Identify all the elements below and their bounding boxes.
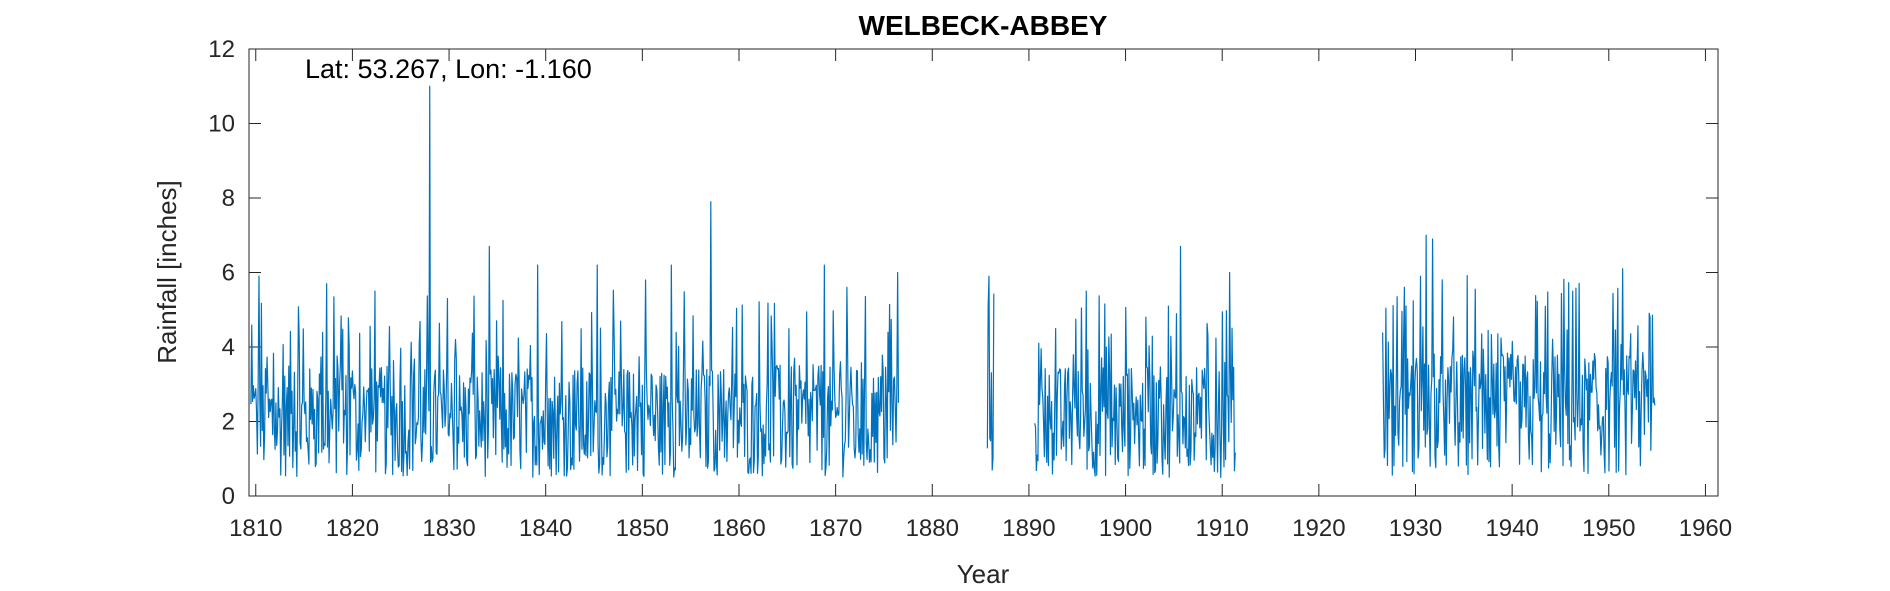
x-tick-label: 1910 bbox=[1196, 515, 1249, 542]
y-tick-label: 4 bbox=[222, 334, 235, 361]
x-tick-label: 1960 bbox=[1679, 515, 1732, 542]
x-tick-label: 1860 bbox=[712, 515, 765, 542]
y-tick-label: 0 bbox=[222, 483, 235, 510]
series-line-segment bbox=[1382, 234, 1656, 476]
y-tick-label: 10 bbox=[208, 111, 235, 138]
x-tick-label: 1850 bbox=[616, 515, 669, 542]
x-tick-label: 1810 bbox=[229, 515, 282, 542]
y-tick-label: 12 bbox=[208, 36, 235, 63]
x-tick-label: 1820 bbox=[326, 515, 379, 542]
x-tick-label: 1950 bbox=[1582, 515, 1635, 542]
x-tick-label: 1890 bbox=[1002, 515, 1055, 542]
chart-title: WELBECK-ABBEY bbox=[859, 10, 1108, 41]
x-tick-label: 1920 bbox=[1292, 515, 1345, 542]
x-tick-label: 1830 bbox=[422, 515, 475, 542]
x-tick-label: 1840 bbox=[519, 515, 572, 542]
x-tick-label: 1940 bbox=[1485, 515, 1538, 542]
x-tick-label: 1900 bbox=[1099, 515, 1152, 542]
x-tick-label: 1930 bbox=[1389, 515, 1442, 542]
x-tick-label: 1870 bbox=[809, 515, 862, 542]
series-line-segment bbox=[986, 275, 995, 471]
y-tick-label: 6 bbox=[222, 260, 235, 287]
x-axis-label: Year bbox=[957, 559, 1010, 589]
y-tick-label: 8 bbox=[222, 185, 235, 212]
x-tick-label: 1880 bbox=[906, 515, 959, 542]
y-axis-label: Rainfall [inches] bbox=[152, 180, 182, 364]
location-annotation: Lat: 53.267, Lon: -1.160 bbox=[305, 54, 592, 84]
y-tick-label: 2 bbox=[222, 409, 235, 436]
series-line-segment bbox=[1034, 245, 1236, 478]
series-line-segment bbox=[250, 85, 900, 478]
axis-ticks: 1810 1820 1830 1840 1850 1860 1870 1880 1890 1900… bbox=[208, 36, 1732, 542]
rainfall-series bbox=[250, 85, 1656, 478]
